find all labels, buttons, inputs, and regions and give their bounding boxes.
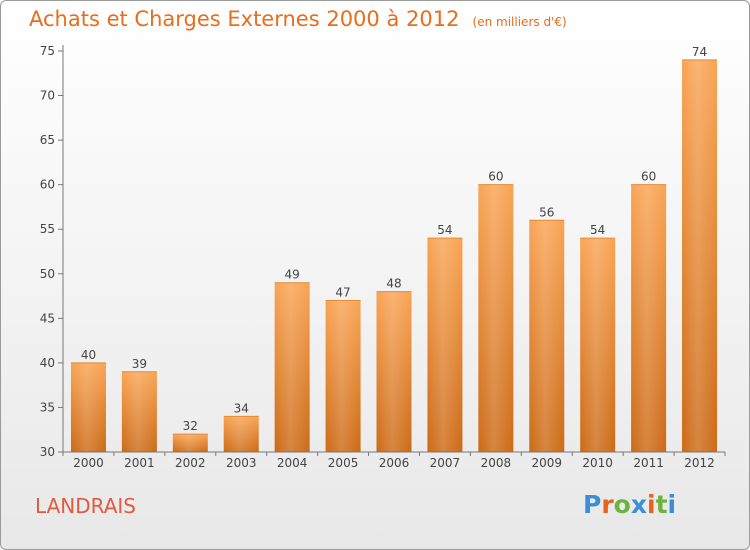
- logo-letter: r: [601, 490, 614, 519]
- chart-subtitle: (en milliers d'€): [472, 15, 567, 29]
- axes-layer: 30 35 40 45 50 55 60 65 70 75 40 2000 39 2001 32 2002 34…: [40, 44, 726, 470]
- x-tick-label: 2000: [73, 456, 104, 470]
- x-tick-label: 2002: [175, 456, 206, 470]
- bar-highlight: [325, 300, 361, 452]
- logo-letter: i: [667, 490, 677, 519]
- bar-highlight: [121, 371, 157, 452]
- data-label: 47: [335, 286, 350, 300]
- y-tick-label: 75: [40, 44, 55, 58]
- y-tick-label: 40: [40, 356, 55, 370]
- y-tick-label: 50: [40, 267, 55, 281]
- x-tick-label: 2003: [226, 456, 257, 470]
- data-label: 74: [692, 45, 707, 59]
- x-tick-label: 2006: [379, 456, 410, 470]
- data-label: 60: [488, 170, 503, 184]
- bar-highlight: [631, 184, 667, 452]
- data-label: 54: [590, 223, 605, 237]
- logo-letter: i: [647, 490, 656, 519]
- x-tick-label: 2005: [328, 456, 359, 470]
- data-label: 60: [641, 170, 656, 184]
- data-label: 49: [285, 268, 300, 282]
- bar-highlight: [478, 184, 514, 452]
- x-tick-label: 2010: [582, 456, 613, 470]
- y-tick-label: 35: [40, 400, 55, 414]
- data-label: 39: [132, 357, 147, 371]
- data-label: 40: [81, 348, 96, 362]
- y-tick-label: 45: [40, 311, 55, 325]
- bar-highlight: [427, 238, 463, 452]
- x-tick-label: 2007: [430, 456, 461, 470]
- title-row: Achats et Charges Externes 2000 à 2012 (…: [29, 7, 567, 31]
- x-tick-label: 2012: [684, 456, 715, 470]
- logo-letter: t: [655, 490, 668, 519]
- data-label: 48: [386, 277, 401, 291]
- y-tick-label: 60: [40, 178, 55, 192]
- proxiti-logo[interactable]: Proxiti: [583, 490, 676, 519]
- bar-highlight: [376, 291, 412, 452]
- bar-highlight: [580, 238, 616, 452]
- x-tick-label: 2008: [481, 456, 512, 470]
- data-label: 56: [539, 205, 554, 219]
- y-tick-label: 55: [40, 222, 55, 236]
- bar-highlight: [223, 416, 259, 452]
- x-tick-label: 2009: [531, 456, 562, 470]
- y-tick-label: 65: [40, 133, 55, 147]
- bars-layer: [70, 59, 718, 453]
- bar-highlight: [172, 434, 208, 452]
- bar-highlight: [274, 282, 310, 452]
- logo-letter: o: [613, 490, 631, 519]
- data-label: 54: [437, 223, 452, 237]
- logo-letter: P: [583, 490, 602, 519]
- data-label: 32: [183, 419, 198, 433]
- x-tick-label: 2011: [633, 456, 664, 470]
- bar-highlight: [529, 220, 565, 452]
- chart-title: Achats et Charges Externes 2000 à 2012: [29, 7, 460, 31]
- x-tick-label: 2001: [124, 456, 155, 470]
- y-tick-label: 30: [40, 445, 55, 459]
- bar-highlight: [70, 362, 106, 452]
- bar-highlight: [682, 59, 718, 453]
- x-tick-label: 2004: [277, 456, 308, 470]
- commune-name: LANDRAIS: [35, 494, 137, 518]
- y-tick-label: 70: [40, 89, 55, 103]
- logo-letter: x: [630, 490, 647, 519]
- data-label: 34: [234, 401, 249, 415]
